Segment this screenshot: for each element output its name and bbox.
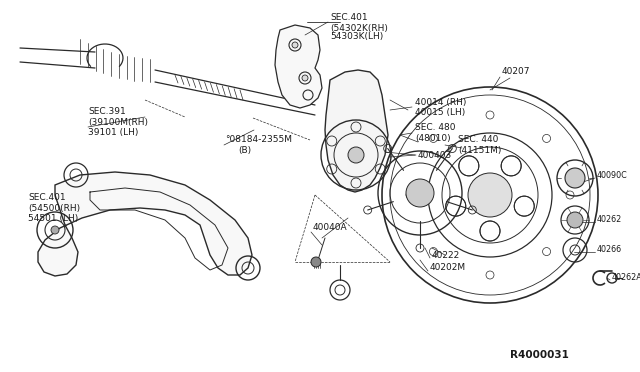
Text: (48010): (48010)	[415, 134, 451, 142]
Text: (41151M): (41151M)	[458, 145, 501, 154]
Polygon shape	[325, 70, 388, 192]
Circle shape	[51, 226, 59, 234]
Text: 400403: 400403	[418, 151, 452, 160]
Text: (39100M(RH): (39100M(RH)	[88, 118, 148, 126]
Text: 40040A: 40040A	[313, 224, 348, 232]
Text: 39101 (LH): 39101 (LH)	[88, 128, 138, 137]
Text: 40262A: 40262A	[612, 273, 640, 282]
Text: 40202M: 40202M	[430, 263, 466, 273]
Text: °08184-2355M: °08184-2355M	[225, 135, 292, 144]
Text: SEC. 480: SEC. 480	[415, 124, 456, 132]
Text: SEC.401: SEC.401	[28, 193, 66, 202]
Text: 40015 (LH): 40015 (LH)	[415, 108, 465, 116]
Circle shape	[348, 147, 364, 163]
Text: SEC.391: SEC.391	[88, 108, 125, 116]
Text: 40207: 40207	[502, 67, 531, 77]
Polygon shape	[275, 25, 322, 108]
Circle shape	[302, 75, 308, 81]
Text: (54302K(RH): (54302K(RH)	[330, 23, 388, 32]
Circle shape	[406, 179, 434, 207]
Circle shape	[565, 168, 585, 188]
Text: (B): (B)	[238, 145, 251, 154]
Text: 40262: 40262	[597, 215, 622, 224]
Polygon shape	[38, 172, 252, 276]
Text: 54303K(LH): 54303K(LH)	[330, 32, 383, 42]
Text: 54501 (LH): 54501 (LH)	[28, 214, 78, 222]
Text: SEC.401: SEC.401	[330, 13, 367, 22]
Text: 40090C: 40090C	[597, 170, 628, 180]
Circle shape	[468, 173, 512, 217]
Circle shape	[292, 42, 298, 48]
Text: (54500(RH): (54500(RH)	[28, 203, 80, 212]
Text: 40266: 40266	[597, 246, 622, 254]
Circle shape	[311, 257, 321, 267]
Circle shape	[567, 212, 583, 228]
Text: SEC. 440: SEC. 440	[458, 135, 499, 144]
Text: 40014 (RH): 40014 (RH)	[415, 97, 467, 106]
Text: R4000031: R4000031	[510, 350, 569, 360]
Text: 40222: 40222	[432, 250, 460, 260]
